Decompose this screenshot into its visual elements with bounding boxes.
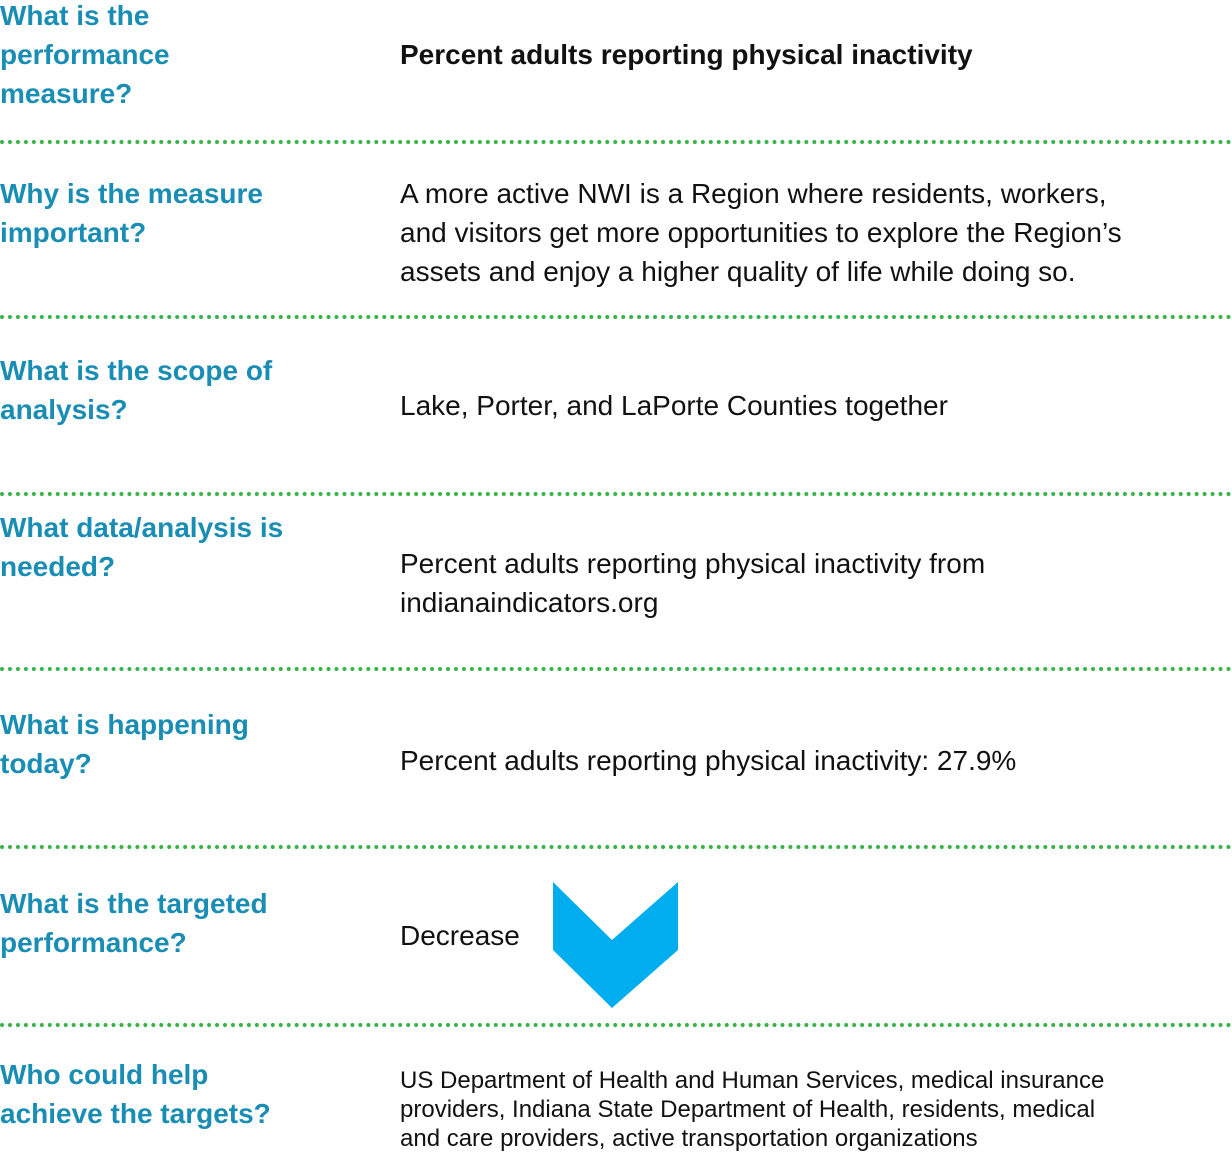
answer-line: US Department of Health and Human Servic… [400, 1067, 1105, 1094]
question-line: analysis? [0, 394, 128, 425]
question-line: important? [0, 217, 147, 248]
answer-line: and care providers, active transportatio… [400, 1125, 978, 1152]
separator [0, 140, 1232, 144]
question-line: What is the targeted [0, 888, 268, 919]
question-line: today? [0, 748, 92, 779]
question-line: Who could help [0, 1059, 209, 1090]
question-line: achieve the targets? [0, 1098, 271, 1129]
question-line: needed? [0, 551, 116, 582]
answer: A more active NWI is a Region where resi… [400, 174, 1122, 291]
answer: Percent adults reporting physical inacti… [400, 35, 973, 74]
answer: Percent adults reporting physical inacti… [400, 544, 985, 622]
question-line: performance? [0, 927, 187, 958]
question: Who could help achieve the targets? [0, 1055, 271, 1133]
answer: Lake, Porter, and LaPorte Counties toget… [400, 386, 948, 425]
separator [0, 845, 1232, 849]
answer-line: Percent adults reporting physical inacti… [400, 548, 986, 579]
answer-line: Decrease [400, 920, 520, 951]
answer-line: assets and enjoy a higher quality of lif… [400, 256, 1076, 287]
separator [0, 1023, 1232, 1027]
question-line: What data/analysis is [0, 512, 284, 543]
separator [0, 492, 1232, 496]
question-line: What is the [0, 0, 150, 31]
question-line: Why is the measure [0, 178, 263, 209]
question-line: performance [0, 39, 170, 70]
answer-line: providers, Indiana State Department of H… [400, 1096, 1096, 1123]
question: Why is the measure important? [0, 174, 263, 252]
question-line: What is happening [0, 709, 249, 740]
answer-line: A more active NWI is a Region where resi… [400, 178, 1107, 209]
answer: Decrease [400, 916, 520, 955]
separator [0, 315, 1232, 319]
question: What is the performance measure? [0, 0, 170, 113]
answer-line: indianaindicators.org [400, 587, 659, 618]
answer-line: Percent adults reporting physical inacti… [400, 39, 973, 70]
question: What is the targeted performance? [0, 884, 268, 962]
chevron-down [553, 882, 678, 1008]
answer: Percent adults reporting physical inacti… [400, 741, 1016, 780]
answer-line: Lake, Porter, and LaPorte Counties toget… [400, 390, 948, 421]
answer-line: Percent adults reporting physical inacti… [400, 745, 1017, 776]
answer: US Department of Health and Human Servic… [400, 1066, 1104, 1153]
question: What is the scope of analysis? [0, 351, 272, 429]
question-line: measure? [0, 78, 133, 109]
question: What is happening today? [0, 705, 249, 783]
question-line: What is the scope of [0, 355, 273, 386]
separator [0, 667, 1232, 671]
answer-line: and visitors get more opportunities to e… [400, 217, 1122, 248]
question: What data/analysis is needed? [0, 508, 283, 586]
